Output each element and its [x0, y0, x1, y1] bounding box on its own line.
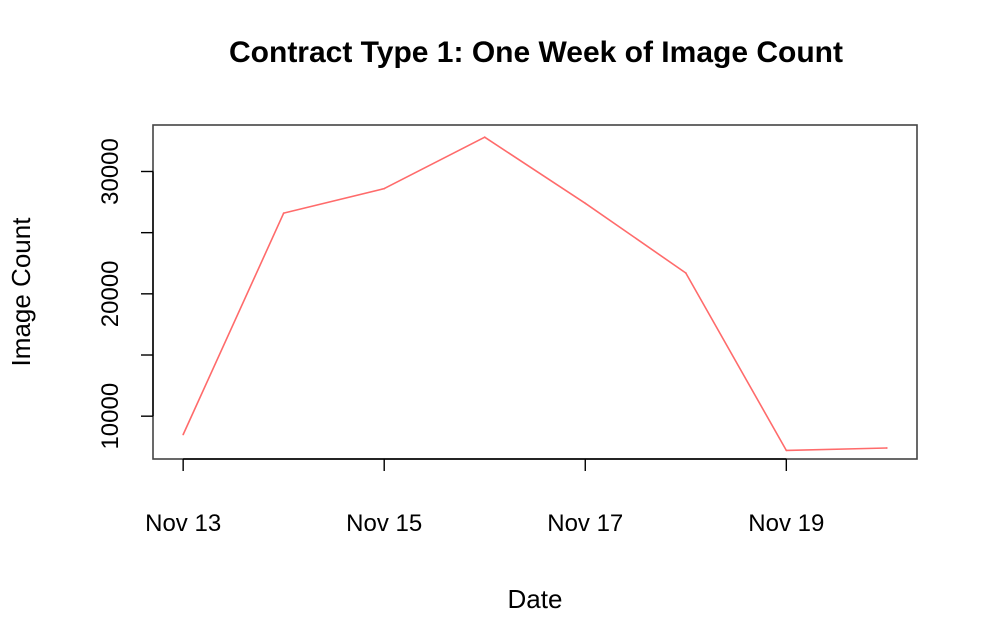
data-point: [483, 136, 486, 139]
y-tick-label: 20000: [97, 260, 124, 327]
data-point: [282, 212, 285, 215]
y-tick-label: 30000: [97, 138, 124, 205]
data-point: [684, 272, 687, 274]
data-point: [383, 187, 386, 190]
x-axis: Nov 13 Nov 15 Nov 17 Nov 19: [145, 458, 824, 537]
data-point: [584, 202, 587, 205]
series-layer: [182, 136, 888, 452]
x-tick-label: Nov 17: [547, 510, 623, 537]
plot-frame: [152, 124, 918, 460]
chart-title: Contract Type 1: One Week of Image Count: [229, 36, 843, 69]
x-tick-label: Nov 19: [748, 510, 824, 537]
data-point: [885, 447, 888, 449]
x-axis-title: Date: [508, 584, 563, 614]
series-line: [182, 136, 887, 452]
data-point: [182, 433, 185, 436]
x-tick-label: Nov 13: [145, 510, 221, 537]
x-tick-label: Nov 15: [346, 510, 422, 537]
y-tick-label: 10000: [97, 383, 124, 450]
y-axis: 10000 20000 30000: [97, 138, 154, 450]
y-axis-title: Image Count: [6, 217, 36, 367]
data-point: [785, 449, 788, 452]
